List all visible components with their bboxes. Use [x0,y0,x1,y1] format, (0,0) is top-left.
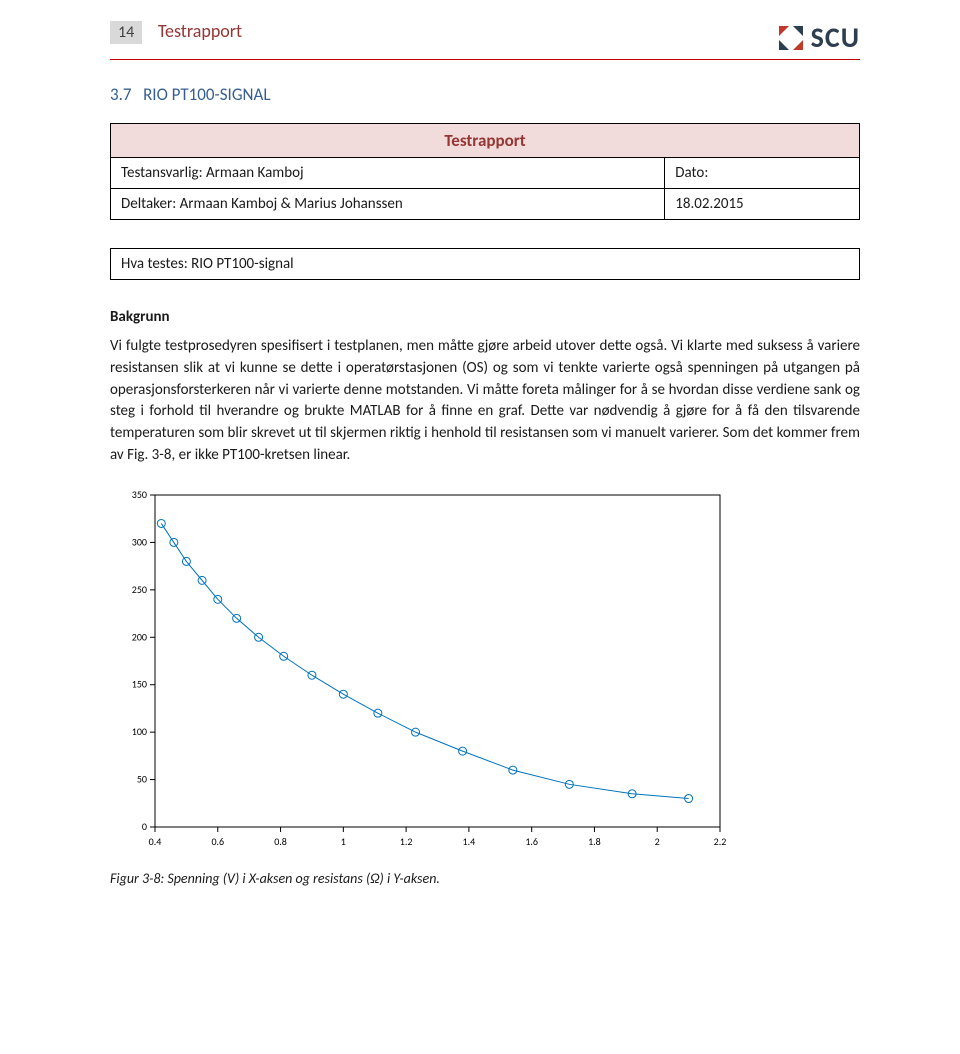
svg-text:300: 300 [132,535,147,548]
bakgrunn-text: Vi fulgte testprosedyren spesifisert i t… [110,336,860,467]
logo: SCU [777,20,860,55]
chart-svg: 0.4 0.6 0.8 1 1.2 1.4 1.6 1.8 2 2.2 0 50 100 150 200 25… [110,485,730,855]
table-cell: Hva testes: RIO PT100-signal [111,249,860,280]
figure-caption: Figur 3-8: Spenning (V) i X-aksen og res… [110,870,860,887]
table-row: Deltaker: Armaan Kamboj & Marius Johanss… [111,189,860,220]
section-title: RIO PT100-SIGNAL [143,84,270,105]
table-row: Testansvarlig: Armaan Kamboj Dato: [111,158,860,189]
page-header: 14 Testrapport SCU [110,20,860,55]
table-cell: Dato: [665,158,860,189]
svg-text:1.8: 1.8 [588,835,601,848]
table-spacer [111,220,860,249]
svg-text:1.2: 1.2 [400,835,413,848]
svg-text:0: 0 [142,820,147,833]
svg-text:1.4: 1.4 [463,835,476,848]
svg-text:1.6: 1.6 [525,835,538,848]
svg-text:100: 100 [132,725,147,738]
svg-text:200: 200 [132,630,147,643]
svg-text:0.8: 0.8 [274,835,287,848]
logo-text: SCU [811,20,860,55]
svg-text:150: 150 [132,677,147,690]
page-number-badge: 14 [110,21,142,44]
table-cell: Deltaker: Armaan Kamboj & Marius Johanss… [111,189,665,220]
svg-text:1: 1 [341,835,346,848]
svg-text:0.4: 0.4 [149,835,162,848]
report-title-cell: Testrapport [111,124,860,158]
logo-mark-icon [777,24,805,52]
header-rule [110,59,860,60]
table-cell: 18.02.2015 [665,189,860,220]
page: 14 Testrapport SCU 3.7 RIO PT100-SIGNAL … [0,0,960,927]
doc-title: Testrapport [158,20,242,42]
table-row: Hva testes: RIO PT100-signal [111,249,860,280]
bakgrunn-heading: Bakgrunn [110,308,860,326]
svg-text:0.6: 0.6 [211,835,224,848]
chart: 0.4 0.6 0.8 1 1.2 1.4 1.6 1.8 2 2.2 0 50 100 150 200 25… [110,485,730,860]
section-number: 3.7 [110,84,132,105]
svg-text:50: 50 [137,772,147,785]
section-heading: 3.7 RIO PT100-SIGNAL [110,84,860,105]
svg-text:250: 250 [132,582,147,595]
report-table: Testrapport Testansvarlig: Armaan Kamboj… [110,123,860,280]
svg-text:350: 350 [132,488,147,501]
svg-text:2: 2 [655,835,660,848]
header-left: 14 Testrapport [110,20,242,42]
svg-text:2.2: 2.2 [714,835,727,848]
table-cell: Testansvarlig: Armaan Kamboj [111,158,665,189]
